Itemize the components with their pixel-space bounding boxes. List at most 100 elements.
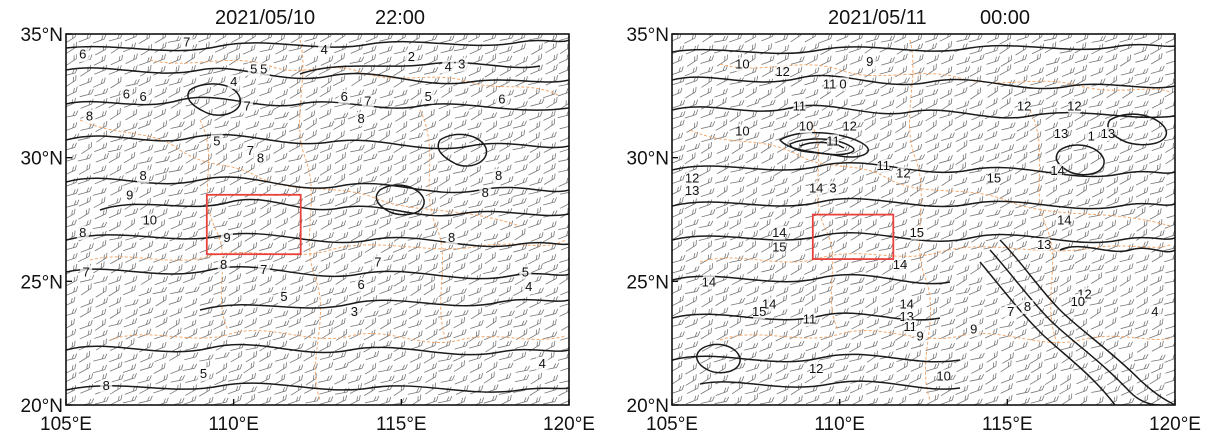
wind-barb [880,175,892,188]
wind-barb [1075,273,1089,284]
wind-barb [317,297,332,307]
wind-barb [244,317,257,329]
wind-barb [305,296,319,307]
wind-barb [93,364,107,374]
wind-barb [971,175,986,184]
wind-barb [761,264,776,273]
wind-barb [716,143,730,154]
wind-barb [334,187,350,196]
contour-value-label: 12 [1017,99,1031,114]
wind-barb [393,229,405,242]
wind-barb [850,228,862,241]
wind-barb [685,265,700,275]
wind-barb [715,294,727,306]
wind-barb [531,43,543,55]
wind-barb [941,251,954,263]
wind-barb [820,319,835,328]
wind-barb [380,241,393,253]
wind-barb [139,230,153,241]
wind-barbs-layer [66,34,569,405]
wind-barb [909,34,923,44]
wind-barb [941,119,953,132]
contour-value-label: 6 [139,89,146,104]
wind-barb [804,34,817,43]
wind-barb [672,144,686,154]
wind-barb [154,276,169,286]
contour-value-label: 12 [1067,99,1081,114]
contour-value-label: 10 [936,368,950,383]
wind-barb [744,207,757,219]
wind-barb [468,154,481,166]
wind-barb [273,122,288,130]
wind-barb [155,208,168,219]
wind-barb [183,77,197,88]
wind-barb [970,352,985,361]
wind-barb [805,284,817,297]
wind-barb [500,131,514,142]
wind-barb [700,121,716,129]
wind-barb [685,240,697,252]
wind-barb [228,53,240,66]
wind-barb [530,232,544,242]
wind-barb [895,340,909,351]
wind-barb [215,53,229,64]
wind-barb [925,98,938,110]
wind-barb [745,386,760,395]
wind-barb [438,331,453,340]
wind-barb [170,219,184,230]
wind-barb [469,253,482,264]
wind-barb [424,395,439,405]
wind-barb [729,316,742,329]
contour-value-label: 15 [772,240,786,255]
wind-barb [849,285,864,295]
wind-barb [320,76,332,89]
wind-barb [109,164,122,176]
wind-barb [334,173,346,186]
wind-barb [498,231,511,243]
wind-barb [468,200,483,208]
wind-barb [455,87,469,97]
wind-barb [93,196,106,209]
wind-barb [744,342,759,351]
wind-barb [362,186,377,195]
wind-barb [1122,86,1134,99]
wind-barb [497,254,513,263]
wind-barb [259,307,273,317]
wind-barb [775,363,788,374]
wind-barb [137,318,152,328]
wind-barb [926,142,940,153]
wind-barb [558,65,569,75]
wind-barb [560,395,569,405]
wind-barb [125,78,140,87]
wind-barb [850,375,865,384]
wind-barb [125,328,138,340]
wind-barb [1016,363,1031,373]
wind-barb [761,153,774,164]
contour-value-label: 9 [126,188,133,203]
wind-barb [1000,373,1014,384]
wind-barb [380,109,392,121]
wind-barb [791,175,804,186]
wind-barb [865,262,879,273]
wind-barb [1136,373,1150,384]
wind-barb [335,329,348,341]
wind-barb [167,35,183,43]
wind-barb [672,185,682,197]
wind-barb [425,45,439,55]
wind-barb [320,55,334,66]
wind-barb [729,286,743,296]
wind-barb [835,63,848,75]
wind-barb [244,34,257,43]
wind-barb [559,376,569,384]
wind-barb [154,87,167,98]
wind-barb [423,34,438,43]
wind-barb [483,266,498,275]
wind-barb [365,395,380,404]
wind-barb [335,307,348,319]
contour-value-label: 15 [987,170,1001,185]
wind-barb [440,35,455,44]
wind-barb [790,239,802,252]
wind-barb [485,316,497,329]
wind-barb [714,363,726,375]
wind-barb [513,129,525,142]
